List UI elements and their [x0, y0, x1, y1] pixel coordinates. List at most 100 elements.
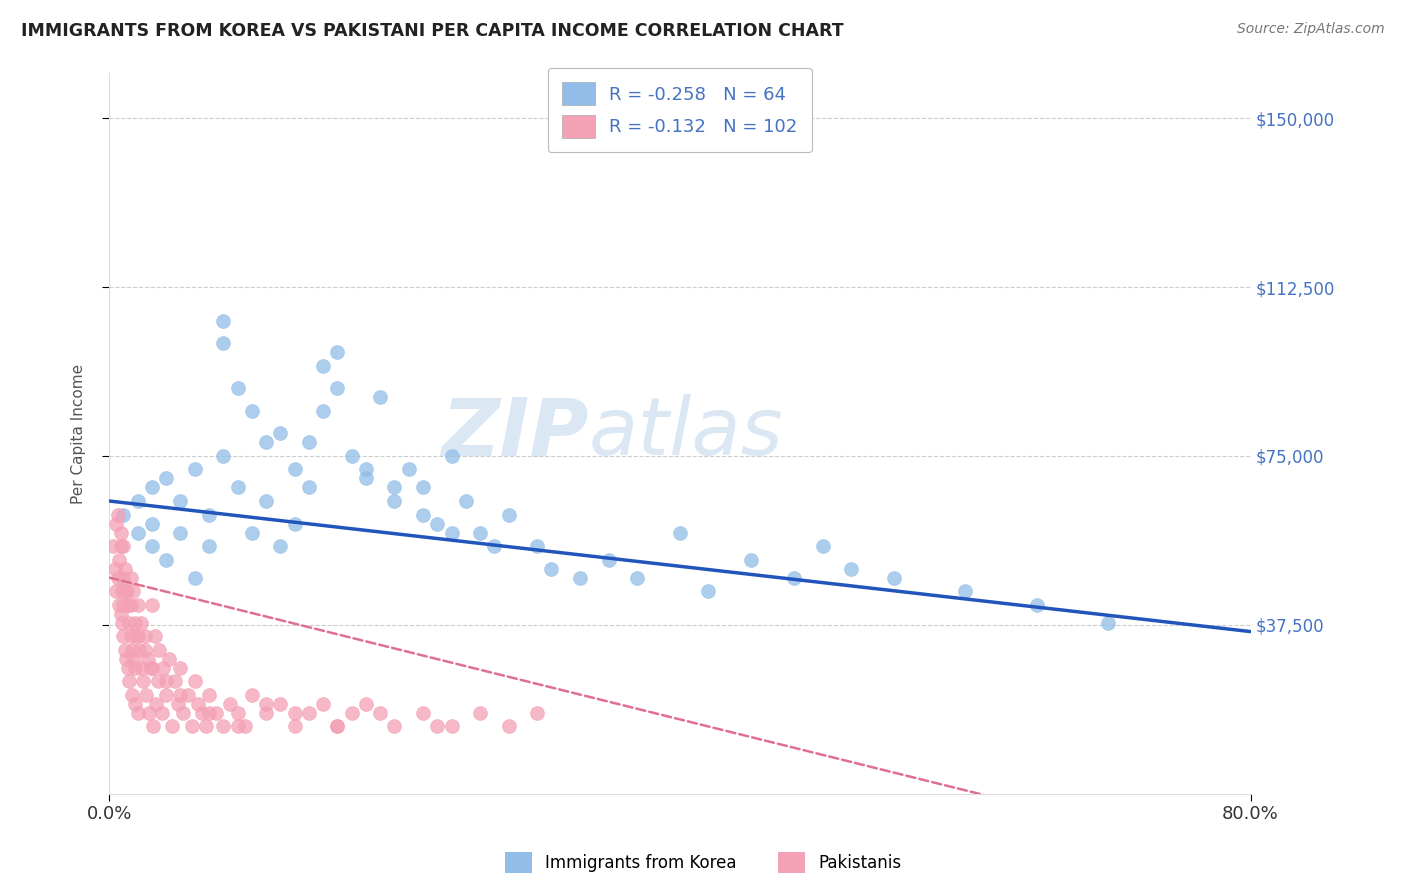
Point [298, 706, 321, 720]
Point [118, 615, 141, 630]
Point [312, 404, 335, 418]
Point [368, 706, 391, 720]
Point [212, 719, 235, 733]
Point [160, 719, 183, 733]
Point [124, 615, 146, 630]
Point [105, 584, 128, 599]
Point [134, 642, 156, 657]
Point [145, 697, 167, 711]
Point [484, 539, 506, 553]
Point [953, 584, 976, 599]
Point [811, 539, 834, 553]
Point [187, 697, 209, 711]
Point [104, 561, 127, 575]
Point [440, 525, 463, 540]
Point [122, 651, 145, 665]
Point [426, 719, 449, 733]
Point [526, 539, 548, 553]
Point [115, 584, 138, 599]
Point [354, 462, 377, 476]
Point [139, 660, 162, 674]
Point [284, 516, 307, 531]
Point [240, 688, 263, 702]
Point [138, 706, 160, 720]
Point [155, 471, 177, 485]
Point [128, 642, 150, 657]
Point [115, 584, 138, 599]
Y-axis label: Per Capita Income: Per Capita Income [72, 363, 86, 503]
Text: IMMIGRANTS FROM KOREA VS PAKISTANI PER CAPITA INCOME CORRELATION CHART: IMMIGRANTS FROM KOREA VS PAKISTANI PER C… [21, 22, 844, 40]
Point [146, 674, 169, 689]
Point [150, 706, 173, 720]
Point [127, 629, 149, 643]
Point [176, 688, 198, 702]
Point [340, 706, 363, 720]
Point [384, 719, 406, 733]
Point [125, 629, 148, 643]
Point [254, 494, 277, 508]
Point [326, 345, 349, 359]
Point [114, 642, 136, 657]
Point [254, 706, 277, 720]
Point [169, 525, 191, 540]
Point [839, 561, 862, 575]
Point [107, 570, 129, 584]
Point [412, 481, 434, 495]
Point [740, 552, 762, 566]
Point [233, 719, 256, 733]
Point [1097, 615, 1119, 630]
Point [468, 706, 491, 720]
Point [205, 706, 228, 720]
Point [131, 660, 153, 674]
Point [108, 598, 131, 612]
Point [240, 404, 263, 418]
Point [143, 629, 166, 643]
Point [368, 391, 391, 405]
Point [226, 481, 249, 495]
Legend: R = -0.258   N = 64, R = -0.132   N = 102: R = -0.258 N = 64, R = -0.132 N = 102 [548, 68, 811, 153]
Point [142, 719, 165, 733]
Point [312, 697, 335, 711]
Point [155, 674, 177, 689]
Point [135, 688, 157, 702]
Point [163, 674, 186, 689]
Point [155, 552, 177, 566]
Point [124, 660, 146, 674]
Point [598, 552, 620, 566]
Point [110, 607, 132, 621]
Text: ZIP: ZIP [441, 394, 589, 473]
Point [1025, 598, 1047, 612]
Point [526, 706, 548, 720]
Point [540, 561, 562, 575]
Text: atlas: atlas [589, 394, 783, 473]
Point [111, 615, 134, 630]
Point [117, 660, 139, 674]
Point [124, 697, 146, 711]
Legend: Immigrants from Korea, Pakistanis: Immigrants from Korea, Pakistanis [498, 846, 908, 880]
Point [112, 508, 135, 522]
Point [141, 660, 163, 674]
Point [426, 516, 449, 531]
Point [132, 674, 155, 689]
Point [198, 539, 221, 553]
Point [120, 570, 142, 584]
Point [136, 651, 159, 665]
Point [118, 674, 141, 689]
Point [180, 719, 202, 733]
Point [115, 651, 138, 665]
Point [127, 494, 149, 508]
Point [172, 706, 194, 720]
Point [269, 697, 291, 711]
Point [127, 706, 149, 720]
Point [384, 494, 406, 508]
Point [212, 336, 235, 351]
Point [326, 719, 349, 733]
Point [107, 508, 129, 522]
Point [103, 539, 125, 553]
Point [169, 688, 191, 702]
Point [284, 706, 307, 720]
Point [354, 471, 377, 485]
Point [152, 660, 174, 674]
Point [114, 561, 136, 575]
Point [284, 462, 307, 476]
